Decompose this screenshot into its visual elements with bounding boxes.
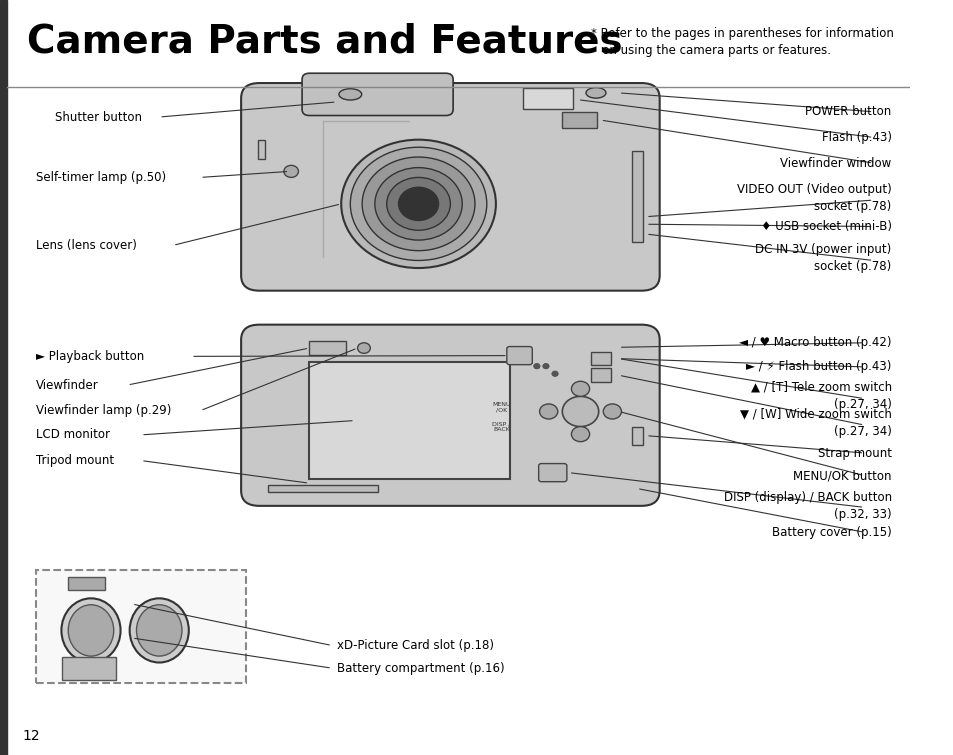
Bar — [8, 0, 909, 87]
Circle shape — [539, 404, 558, 419]
Bar — [522, 88, 573, 109]
Circle shape — [552, 371, 558, 376]
Bar — [591, 368, 611, 382]
Text: Camera Parts and Features: Camera Parts and Features — [28, 23, 622, 60]
Text: LCD monitor: LCD monitor — [36, 428, 111, 442]
Ellipse shape — [69, 605, 113, 656]
Text: DISP (display) / BACK button
(p.32, 33): DISP (display) / BACK button (p.32, 33) — [722, 491, 891, 521]
Text: Viewfinder lamp (p.29): Viewfinder lamp (p.29) — [36, 404, 172, 418]
Text: VIDEO OUT (Video output)
socket (p.78): VIDEO OUT (Video output) socket (p.78) — [736, 183, 891, 213]
Text: MENU/OK button: MENU/OK button — [792, 469, 891, 482]
Bar — [561, 112, 597, 128]
FancyBboxPatch shape — [241, 325, 659, 506]
FancyBboxPatch shape — [302, 73, 453, 116]
Text: ► / ⚡ Flash button (p.43): ► / ⚡ Flash button (p.43) — [745, 360, 891, 374]
Text: Tripod mount: Tripod mount — [36, 454, 114, 467]
Bar — [62, 657, 116, 680]
Text: ► Playback button: ► Playback button — [36, 350, 145, 363]
Bar — [0, 0, 8, 755]
Circle shape — [542, 364, 548, 368]
Text: DISP /
BACK: DISP / BACK — [492, 421, 510, 432]
Bar — [591, 352, 611, 365]
Text: Viewfinder: Viewfinder — [36, 378, 99, 392]
Text: xD-Picture Card slot (p.18): xD-Picture Card slot (p.18) — [336, 639, 493, 652]
Circle shape — [552, 371, 558, 376]
FancyBboxPatch shape — [506, 347, 532, 365]
Circle shape — [362, 157, 475, 251]
Text: Battery compartment (p.16): Battery compartment (p.16) — [336, 661, 504, 675]
Text: * Refer to the pages in parentheses for information
   on using the camera parts: * Refer to the pages in parentheses for … — [591, 26, 893, 57]
Bar — [257, 140, 265, 159]
Circle shape — [534, 364, 539, 368]
Text: DC IN 3V (power input)
socket (p.78): DC IN 3V (power input) socket (p.78) — [755, 243, 891, 273]
Bar — [69, 577, 105, 590]
Circle shape — [571, 381, 589, 396]
Text: Viewfinder window: Viewfinder window — [780, 156, 891, 170]
Bar — [632, 427, 642, 445]
Text: ♦ USB socket (mini-B): ♦ USB socket (mini-B) — [760, 220, 891, 233]
Circle shape — [561, 396, 598, 427]
Text: Self-timer lamp (p.50): Self-timer lamp (p.50) — [36, 171, 167, 184]
Circle shape — [398, 187, 438, 220]
Circle shape — [534, 364, 539, 368]
Circle shape — [341, 140, 496, 268]
Bar — [309, 341, 345, 355]
Text: Flash (p.43): Flash (p.43) — [821, 131, 891, 144]
FancyBboxPatch shape — [241, 83, 659, 291]
Text: ▲ / [T] Tele zoom switch
(p.27, 34): ▲ / [T] Tele zoom switch (p.27, 34) — [750, 381, 891, 411]
Circle shape — [602, 404, 620, 419]
Ellipse shape — [136, 605, 182, 656]
Text: POWER button: POWER button — [804, 105, 891, 119]
Text: Battery cover (p.15): Battery cover (p.15) — [771, 525, 891, 539]
Text: Lens (lens cover): Lens (lens cover) — [36, 239, 137, 252]
Bar — [36, 570, 246, 683]
FancyBboxPatch shape — [538, 464, 566, 482]
Ellipse shape — [130, 598, 189, 663]
Circle shape — [571, 427, 589, 442]
Circle shape — [284, 165, 298, 177]
Text: 12: 12 — [23, 729, 40, 743]
Circle shape — [375, 168, 462, 240]
Circle shape — [386, 177, 450, 230]
Text: Strap mount: Strap mount — [817, 446, 891, 460]
Bar — [309, 362, 509, 479]
Bar — [268, 485, 377, 492]
Ellipse shape — [585, 88, 605, 98]
Text: MENU
/OK: MENU /OK — [492, 402, 510, 412]
Text: ◄ / ♥ Macro button (p.42): ◄ / ♥ Macro button (p.42) — [739, 336, 891, 350]
Bar — [632, 151, 642, 242]
Ellipse shape — [338, 88, 361, 100]
Text: ▼ / [W] Wide zoom switch
(p.27, 34): ▼ / [W] Wide zoom switch (p.27, 34) — [739, 408, 891, 438]
Circle shape — [357, 343, 370, 353]
Circle shape — [350, 147, 486, 260]
Text: Shutter button: Shutter button — [54, 110, 141, 124]
Ellipse shape — [61, 598, 120, 663]
Circle shape — [542, 364, 548, 368]
